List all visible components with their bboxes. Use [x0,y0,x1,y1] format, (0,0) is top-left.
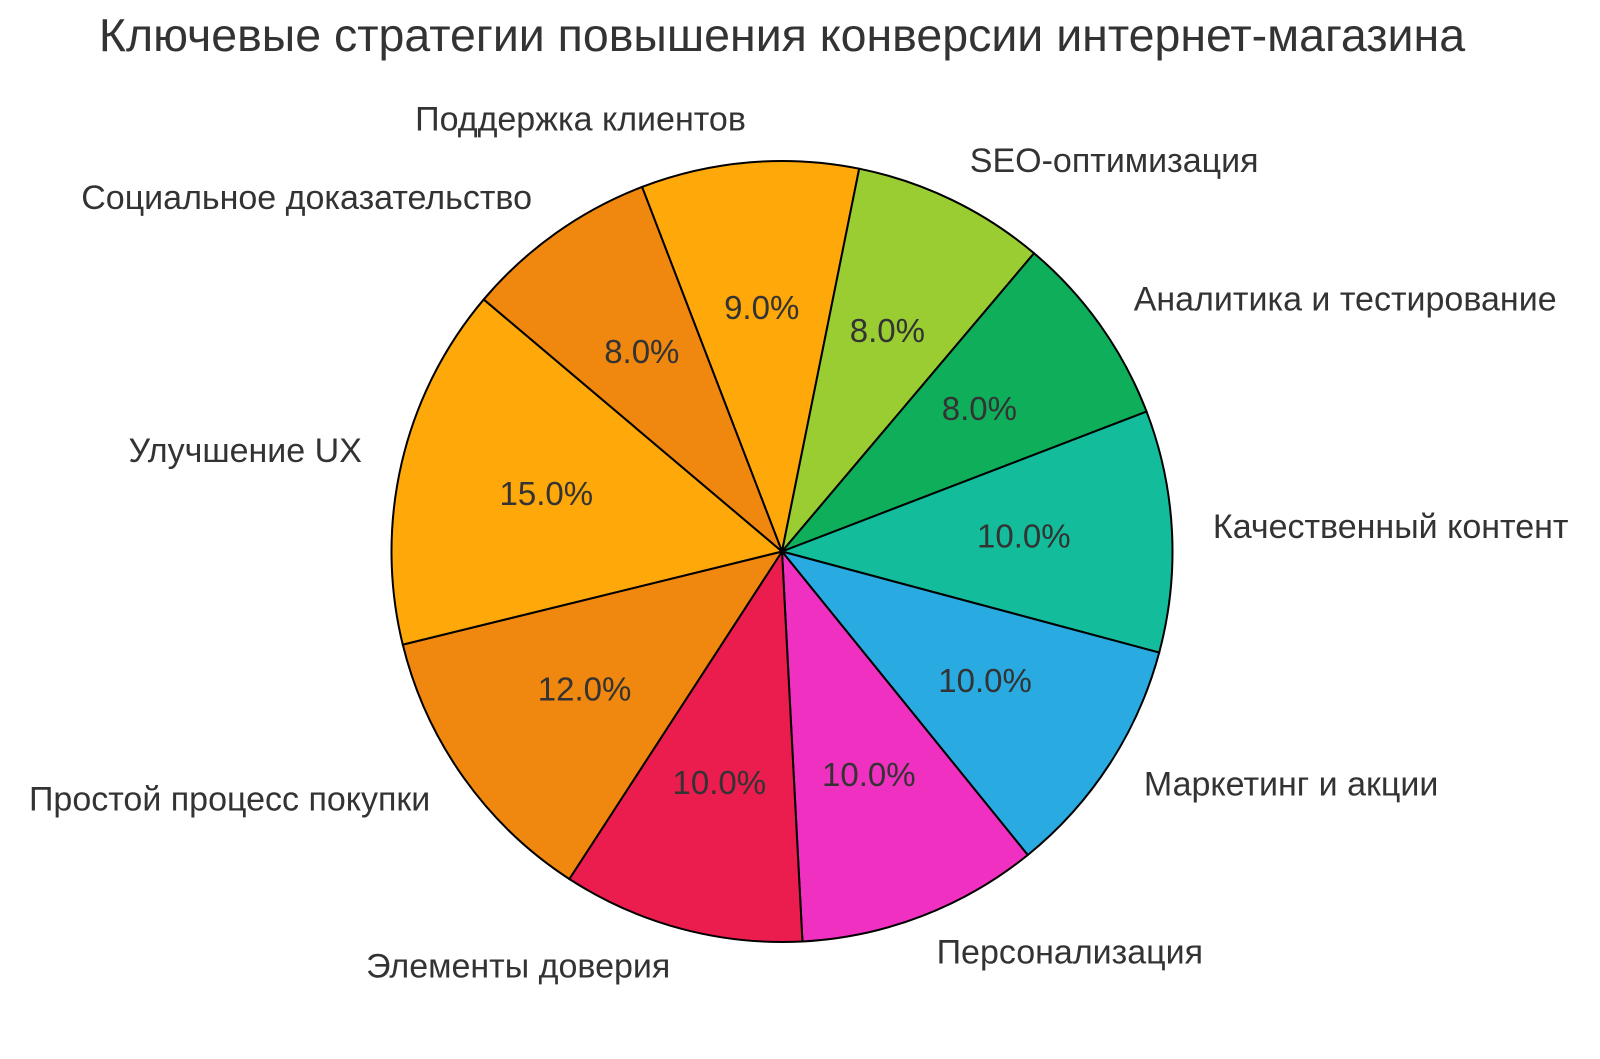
svg-text:Качественный контент: Качественный контент [1213,508,1569,546]
svg-text:10.0%: 10.0% [977,518,1071,555]
svg-text:Поддержка клиентов: Поддержка клиентов [415,100,746,138]
svg-text:9.0%: 9.0% [724,289,799,326]
svg-text:8.0%: 8.0% [604,333,679,370]
svg-text:Простой процесс покупки: Простой процесс покупки [29,780,430,818]
svg-text:10.0%: 10.0% [822,756,916,793]
svg-text:SEO-оптимизация: SEO-оптимизация [970,142,1259,180]
svg-text:Социальное доказательство: Социальное доказательство [81,179,532,217]
svg-text:10.0%: 10.0% [938,662,1032,699]
svg-text:8.0%: 8.0% [942,390,1017,427]
svg-text:Улучшение UX: Улучшение UX [128,432,361,470]
svg-text:Элементы доверия: Элементы доверия [366,947,670,985]
svg-text:8.0%: 8.0% [850,312,925,349]
svg-text:15.0%: 15.0% [500,475,594,512]
svg-text:Маркетинг и акции: Маркетинг и акции [1144,765,1438,803]
svg-text:Аналитика и тестирование: Аналитика и тестирование [1134,280,1557,318]
svg-text:10.0%: 10.0% [673,764,767,801]
svg-text:12.0%: 12.0% [538,670,632,707]
svg-text:Персонализация: Персонализация [937,933,1203,971]
